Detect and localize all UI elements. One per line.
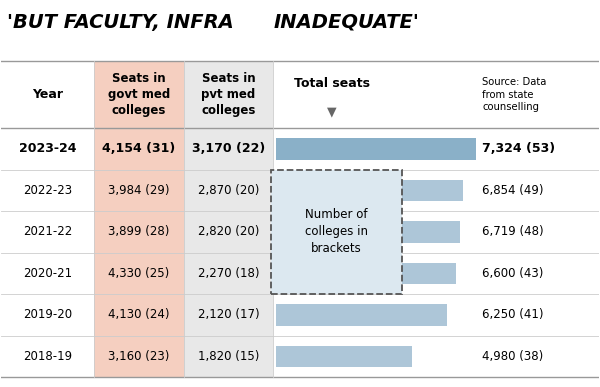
Text: 6,854 (49): 6,854 (49) bbox=[482, 184, 544, 197]
Text: 'BUT FACULTY, INFRA: 'BUT FACULTY, INFRA bbox=[7, 13, 241, 32]
FancyBboxPatch shape bbox=[271, 170, 401, 294]
Text: 1,820 (15): 1,820 (15) bbox=[197, 350, 259, 363]
Text: 2021-22: 2021-22 bbox=[23, 225, 72, 238]
Bar bbox=[184, 61, 273, 128]
Bar bbox=[94, 170, 184, 211]
Text: 7,324 (53): 7,324 (53) bbox=[482, 142, 555, 156]
Bar bbox=[184, 128, 273, 170]
Bar bbox=[184, 170, 273, 211]
Text: 4,154 (31): 4,154 (31) bbox=[102, 142, 175, 156]
Bar bbox=[184, 294, 273, 336]
Bar bbox=[94, 61, 184, 128]
Bar bbox=[276, 138, 476, 160]
Bar bbox=[94, 253, 184, 294]
Text: Number of
colleges in
brackets: Number of colleges in brackets bbox=[305, 209, 368, 255]
Text: Total seats: Total seats bbox=[294, 77, 370, 90]
Text: 6,250 (41): 6,250 (41) bbox=[482, 308, 544, 322]
Bar bbox=[94, 294, 184, 336]
Text: 6,719 (48): 6,719 (48) bbox=[482, 225, 544, 238]
Text: 3,160 (23): 3,160 (23) bbox=[108, 350, 169, 363]
Text: 2020-21: 2020-21 bbox=[23, 267, 72, 280]
Text: Source: Data
from state
counselling: Source: Data from state counselling bbox=[482, 77, 547, 112]
Bar bbox=[184, 336, 273, 377]
Text: INADEQUATE': INADEQUATE' bbox=[273, 13, 419, 32]
Bar bbox=[276, 221, 460, 243]
Text: 4,130 (24): 4,130 (24) bbox=[108, 308, 169, 322]
Text: 4,330 (25): 4,330 (25) bbox=[108, 267, 169, 280]
Bar bbox=[276, 263, 457, 284]
Bar bbox=[94, 211, 184, 253]
Text: 2023-24: 2023-24 bbox=[19, 142, 76, 156]
Text: Seats in
govt med
colleges: Seats in govt med colleges bbox=[107, 72, 170, 117]
Bar bbox=[94, 128, 184, 170]
Bar bbox=[184, 253, 273, 294]
Bar bbox=[184, 211, 273, 253]
Text: 2,120 (17): 2,120 (17) bbox=[197, 308, 259, 322]
Text: 3,984 (29): 3,984 (29) bbox=[108, 184, 169, 197]
Text: 2018-19: 2018-19 bbox=[23, 350, 72, 363]
Text: 6,600 (43): 6,600 (43) bbox=[482, 267, 544, 280]
Bar bbox=[276, 180, 463, 201]
Text: 2019-20: 2019-20 bbox=[23, 308, 72, 322]
Text: 2,270 (18): 2,270 (18) bbox=[197, 267, 259, 280]
Text: Year: Year bbox=[32, 88, 63, 101]
Text: 3,899 (28): 3,899 (28) bbox=[108, 225, 169, 238]
Text: 2,870 (20): 2,870 (20) bbox=[197, 184, 259, 197]
Text: Seats in
pvt med
colleges: Seats in pvt med colleges bbox=[201, 72, 256, 117]
Text: 3,170 (22): 3,170 (22) bbox=[192, 142, 265, 156]
Text: 2,820 (20): 2,820 (20) bbox=[197, 225, 259, 238]
Bar bbox=[276, 304, 447, 326]
Text: 4,980 (38): 4,980 (38) bbox=[482, 350, 544, 363]
Text: 2022-23: 2022-23 bbox=[23, 184, 72, 197]
Bar bbox=[276, 346, 412, 367]
Text: ▼: ▼ bbox=[328, 105, 337, 118]
Bar bbox=[94, 336, 184, 377]
